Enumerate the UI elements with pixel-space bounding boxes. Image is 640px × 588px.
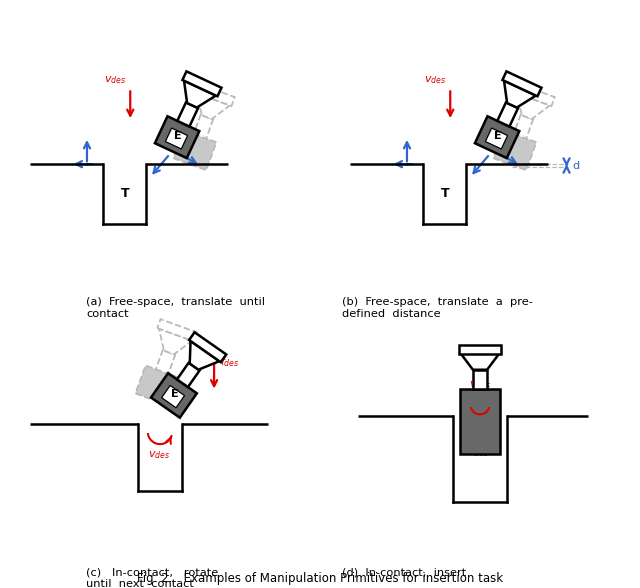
Polygon shape (194, 115, 213, 139)
Text: (b)  Free-space,  translate  a  pre-
defined  distance: (b) Free-space, translate a pre- defined… (342, 297, 533, 319)
Polygon shape (517, 93, 550, 119)
Text: $v_{des}$: $v_{des}$ (148, 449, 170, 462)
Polygon shape (156, 350, 175, 374)
Polygon shape (460, 389, 500, 453)
Polygon shape (151, 373, 197, 417)
Polygon shape (189, 332, 227, 362)
Polygon shape (461, 353, 499, 370)
Polygon shape (197, 93, 230, 119)
Polygon shape (182, 71, 221, 96)
Polygon shape (502, 71, 541, 96)
Polygon shape (177, 363, 200, 387)
Text: $f_{des}$: $f_{des}$ (470, 445, 490, 459)
Polygon shape (515, 84, 555, 106)
Text: E: E (174, 131, 182, 141)
Text: (c)   In-contact,   rotate
until  next  contact: (c) In-contact, rotate until next contac… (86, 567, 219, 588)
Text: E: E (494, 131, 502, 141)
Polygon shape (473, 370, 487, 389)
Polygon shape (165, 128, 188, 149)
Polygon shape (493, 130, 536, 170)
Text: $f_{des}$: $f_{des}$ (220, 355, 239, 369)
Polygon shape (195, 84, 235, 106)
Polygon shape (184, 81, 216, 108)
Polygon shape (485, 128, 508, 149)
Polygon shape (162, 386, 184, 407)
Text: (a)  Free-space,  translate  until
contact: (a) Free-space, translate until contact (86, 297, 266, 319)
Text: Fig. 2.   Examples of Manipulation Primitives for insertion task: Fig. 2. Examples of Manipulation Primiti… (137, 572, 503, 585)
Polygon shape (475, 116, 519, 158)
Polygon shape (173, 130, 216, 170)
Text: T: T (120, 188, 129, 201)
Text: $v_{des}$: $v_{des}$ (424, 74, 447, 86)
Polygon shape (189, 341, 220, 370)
Polygon shape (177, 102, 198, 126)
Text: $v_{des}$: $v_{des}$ (104, 74, 127, 86)
Text: $v_{des}$: $v_{des}$ (469, 380, 491, 392)
Polygon shape (155, 116, 199, 158)
Polygon shape (136, 366, 179, 406)
Polygon shape (159, 329, 192, 355)
Text: E: E (171, 389, 179, 399)
Text: (d)  In-contact,  insert: (d) In-contact, insert (342, 567, 467, 577)
Polygon shape (157, 319, 197, 341)
Text: d: d (572, 161, 579, 171)
Polygon shape (504, 81, 536, 108)
Polygon shape (514, 115, 533, 139)
Polygon shape (497, 102, 518, 126)
Polygon shape (459, 345, 501, 353)
Text: T: T (440, 188, 449, 201)
